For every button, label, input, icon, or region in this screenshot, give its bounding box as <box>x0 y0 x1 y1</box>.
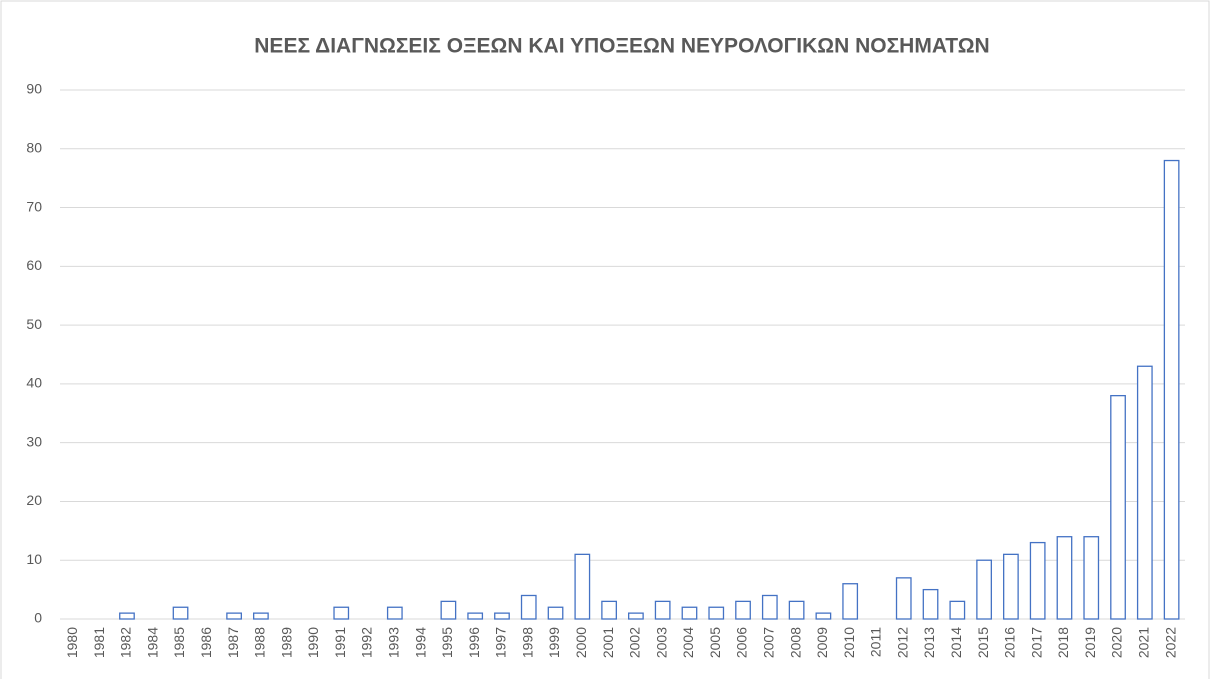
x-tick-label: 2001 <box>600 627 616 658</box>
bar <box>1136 365 1153 620</box>
bar <box>1003 553 1019 620</box>
x-tick-label: 1993 <box>386 627 402 658</box>
bar <box>628 612 644 620</box>
x-tick-label: 1988 <box>252 627 268 658</box>
x-tick-label: 2006 <box>734 627 750 658</box>
bar <box>681 606 698 620</box>
y-tick-label: 60 <box>26 257 42 273</box>
bar <box>172 606 189 620</box>
bar <box>1163 159 1180 620</box>
bar <box>1056 536 1073 620</box>
x-tick-label: 2016 <box>1002 627 1018 658</box>
bar <box>842 583 859 620</box>
x-tick-label: 2011 <box>868 627 884 657</box>
x-tick-label: 2004 <box>680 627 696 658</box>
bar <box>547 606 564 620</box>
bar <box>654 600 671 620</box>
x-tick-label: 1985 <box>171 627 187 658</box>
bar <box>949 600 966 620</box>
x-tick-label: 2019 <box>1082 627 1098 658</box>
y-tick-label: 30 <box>26 433 42 449</box>
bar <box>226 612 242 620</box>
bar <box>574 553 591 620</box>
bar <box>976 559 992 620</box>
x-tick-label: 1991 <box>332 627 348 658</box>
y-tick-label: 80 <box>26 139 42 155</box>
x-tick-label: 1987 <box>225 627 241 658</box>
x-tick-label: 2012 <box>894 627 910 658</box>
x-tick-label: 1980 <box>64 627 80 658</box>
y-tick-label: 20 <box>26 492 42 508</box>
bar <box>253 612 269 620</box>
bar <box>922 588 939 620</box>
x-tick-label: 1981 <box>91 627 107 658</box>
x-tick-label: 1986 <box>198 627 214 658</box>
y-tick-label: 70 <box>26 198 42 214</box>
bar <box>761 594 778 620</box>
x-tick-label: 2009 <box>814 627 830 658</box>
bar <box>467 612 484 620</box>
x-tick-label: 2020 <box>1109 627 1125 658</box>
x-tick-label: 2018 <box>1055 627 1071 658</box>
y-tick-label: 90 <box>26 81 42 97</box>
bar <box>494 612 510 620</box>
x-tick-label: 2017 <box>1028 627 1044 658</box>
x-tick-label: 1999 <box>546 627 562 658</box>
bar <box>708 606 725 620</box>
x-tick-label: 2022 <box>1162 627 1178 658</box>
x-tick-label: 1997 <box>493 627 509 658</box>
x-tick-label: 2005 <box>707 627 723 658</box>
bar <box>815 612 832 620</box>
chart-title: ΝΕΕΣ ΔΙΑΓΝΩΣΕΙΣ ΟΞΕΩΝ ΚΑΙ ΥΠΟΞΕΩΝ ΝΕΥΡΟΛ… <box>254 35 989 58</box>
x-tick-label: 2008 <box>787 627 803 658</box>
x-tick-label: 2014 <box>948 627 964 658</box>
bar <box>386 606 403 620</box>
x-tick-label: 1990 <box>305 627 321 658</box>
bar <box>1083 536 1100 620</box>
x-tick-label: 1984 <box>144 627 160 658</box>
x-tick-label: 1998 <box>519 627 535 658</box>
bar <box>119 612 135 620</box>
x-tick-label: 2015 <box>975 627 991 658</box>
x-tick-label: 1989 <box>278 627 294 658</box>
x-tick-label: 2007 <box>761 627 777 658</box>
x-tick-label: 2021 <box>1136 627 1152 658</box>
x-tick-label: 1994 <box>412 627 428 658</box>
bar <box>601 600 617 620</box>
x-tick-label: 2000 <box>573 627 589 658</box>
bar <box>895 577 912 620</box>
x-tick-label: 1992 <box>359 627 375 658</box>
bar <box>333 606 350 620</box>
x-tick-label: 2002 <box>627 627 643 658</box>
bar <box>520 594 537 620</box>
x-tick-label: 2013 <box>921 627 937 658</box>
x-tick-label: 2003 <box>653 627 669 658</box>
x-tick-label: 1995 <box>439 627 455 658</box>
x-tick-label: 2010 <box>841 627 857 658</box>
y-tick-label: 40 <box>26 375 42 391</box>
x-tick-label: 1982 <box>118 627 134 658</box>
bar <box>1110 394 1126 620</box>
bar <box>788 600 805 620</box>
bar <box>440 600 457 620</box>
bar <box>735 600 751 620</box>
y-tick-label: 50 <box>26 316 42 332</box>
x-tick-label: 1996 <box>466 627 482 658</box>
y-tick-label: 0 <box>34 610 42 626</box>
bar <box>1029 541 1046 620</box>
y-tick-label: 10 <box>26 551 42 567</box>
